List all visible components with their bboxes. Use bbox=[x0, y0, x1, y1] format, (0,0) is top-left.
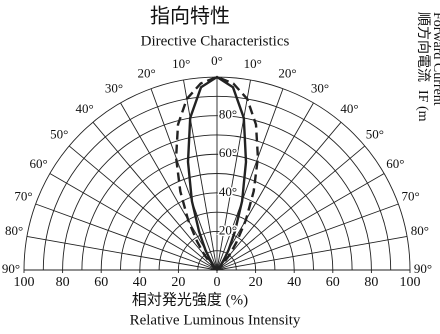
x-tick-label: 60 bbox=[326, 275, 340, 290]
angle-tick-label: 60° bbox=[29, 156, 47, 171]
angle-tick-label: 20° bbox=[137, 65, 155, 80]
r-tick-label: 60° bbox=[219, 145, 237, 160]
grid-spoke bbox=[216, 88, 284, 271]
angle-tick-label: 10° bbox=[172, 56, 190, 71]
grid-spoke bbox=[120, 102, 218, 271]
series-line bbox=[174, 75, 260, 271]
grid-spoke bbox=[216, 79, 251, 271]
grid-spoke bbox=[183, 79, 218, 271]
angle-tick-label: 30° bbox=[105, 81, 123, 96]
grid-spoke bbox=[35, 203, 218, 271]
grid-spoke bbox=[216, 203, 399, 271]
angle-tick-label: 70° bbox=[401, 189, 419, 204]
x-tick-label: 60 bbox=[94, 275, 108, 290]
grid-spoke bbox=[216, 173, 385, 271]
angle-tick-label: 40° bbox=[75, 101, 93, 116]
grid-spoke bbox=[26, 236, 218, 271]
x-tick-label: 80 bbox=[56, 275, 70, 290]
grid-spoke bbox=[68, 145, 218, 271]
angle-tick-label: 30° bbox=[311, 81, 329, 96]
grid-spoke bbox=[216, 236, 408, 271]
angle-tick-label: 50° bbox=[50, 127, 68, 142]
angle-tick-label: 90° bbox=[414, 261, 432, 276]
chart-subtitle: Directive Characteristics bbox=[141, 33, 290, 49]
angle-tick-label: 10° bbox=[244, 56, 262, 71]
x-axis-label: 相対発光強度 (%) bbox=[132, 291, 248, 308]
x-tick-label: 80 bbox=[364, 275, 378, 290]
angle-tick-label: 80° bbox=[411, 223, 429, 238]
r-tick-label: 40° bbox=[219, 184, 237, 199]
angle-tick-label: 70° bbox=[14, 189, 32, 204]
grid-spoke bbox=[49, 173, 218, 271]
angle-tick-label: 60° bbox=[386, 156, 404, 171]
r-tick-label: 80° bbox=[219, 107, 237, 122]
side-label-en: Forward Current bbox=[430, 12, 440, 106]
angle-tick-label: 0° bbox=[211, 53, 223, 68]
chart-title: 指向特性 bbox=[150, 5, 230, 28]
x-tick-label: 0 bbox=[214, 275, 221, 290]
x-tick-label: 40 bbox=[287, 275, 301, 290]
grid-spoke bbox=[150, 88, 218, 271]
series-line bbox=[186, 75, 248, 271]
angle-tick-label: 90° bbox=[2, 261, 20, 276]
angle-tick-label: 40° bbox=[340, 101, 358, 116]
x-tick-label: 20 bbox=[171, 275, 185, 290]
x-tick-label: 40 bbox=[133, 275, 147, 290]
x-axis-label-en: Relative Luminous Intensity bbox=[130, 312, 301, 328]
grid-spoke bbox=[216, 121, 342, 271]
x-tick-label: 20 bbox=[249, 275, 263, 290]
grid-spoke bbox=[92, 121, 218, 271]
angle-tick-label: 50° bbox=[366, 127, 384, 142]
x-tick-label: 100 bbox=[400, 275, 421, 290]
side-label-symbol: IF (m bbox=[415, 90, 430, 122]
grid-spoke bbox=[216, 102, 314, 271]
x-tick-label: 100 bbox=[14, 275, 35, 290]
angle-tick-label: 20° bbox=[278, 65, 296, 80]
angle-tick-label: 80° bbox=[5, 223, 23, 238]
r-tick-label: 20° bbox=[219, 222, 237, 237]
side-label: 順方向電流 bbox=[415, 12, 431, 82]
grid-spoke bbox=[216, 145, 366, 271]
